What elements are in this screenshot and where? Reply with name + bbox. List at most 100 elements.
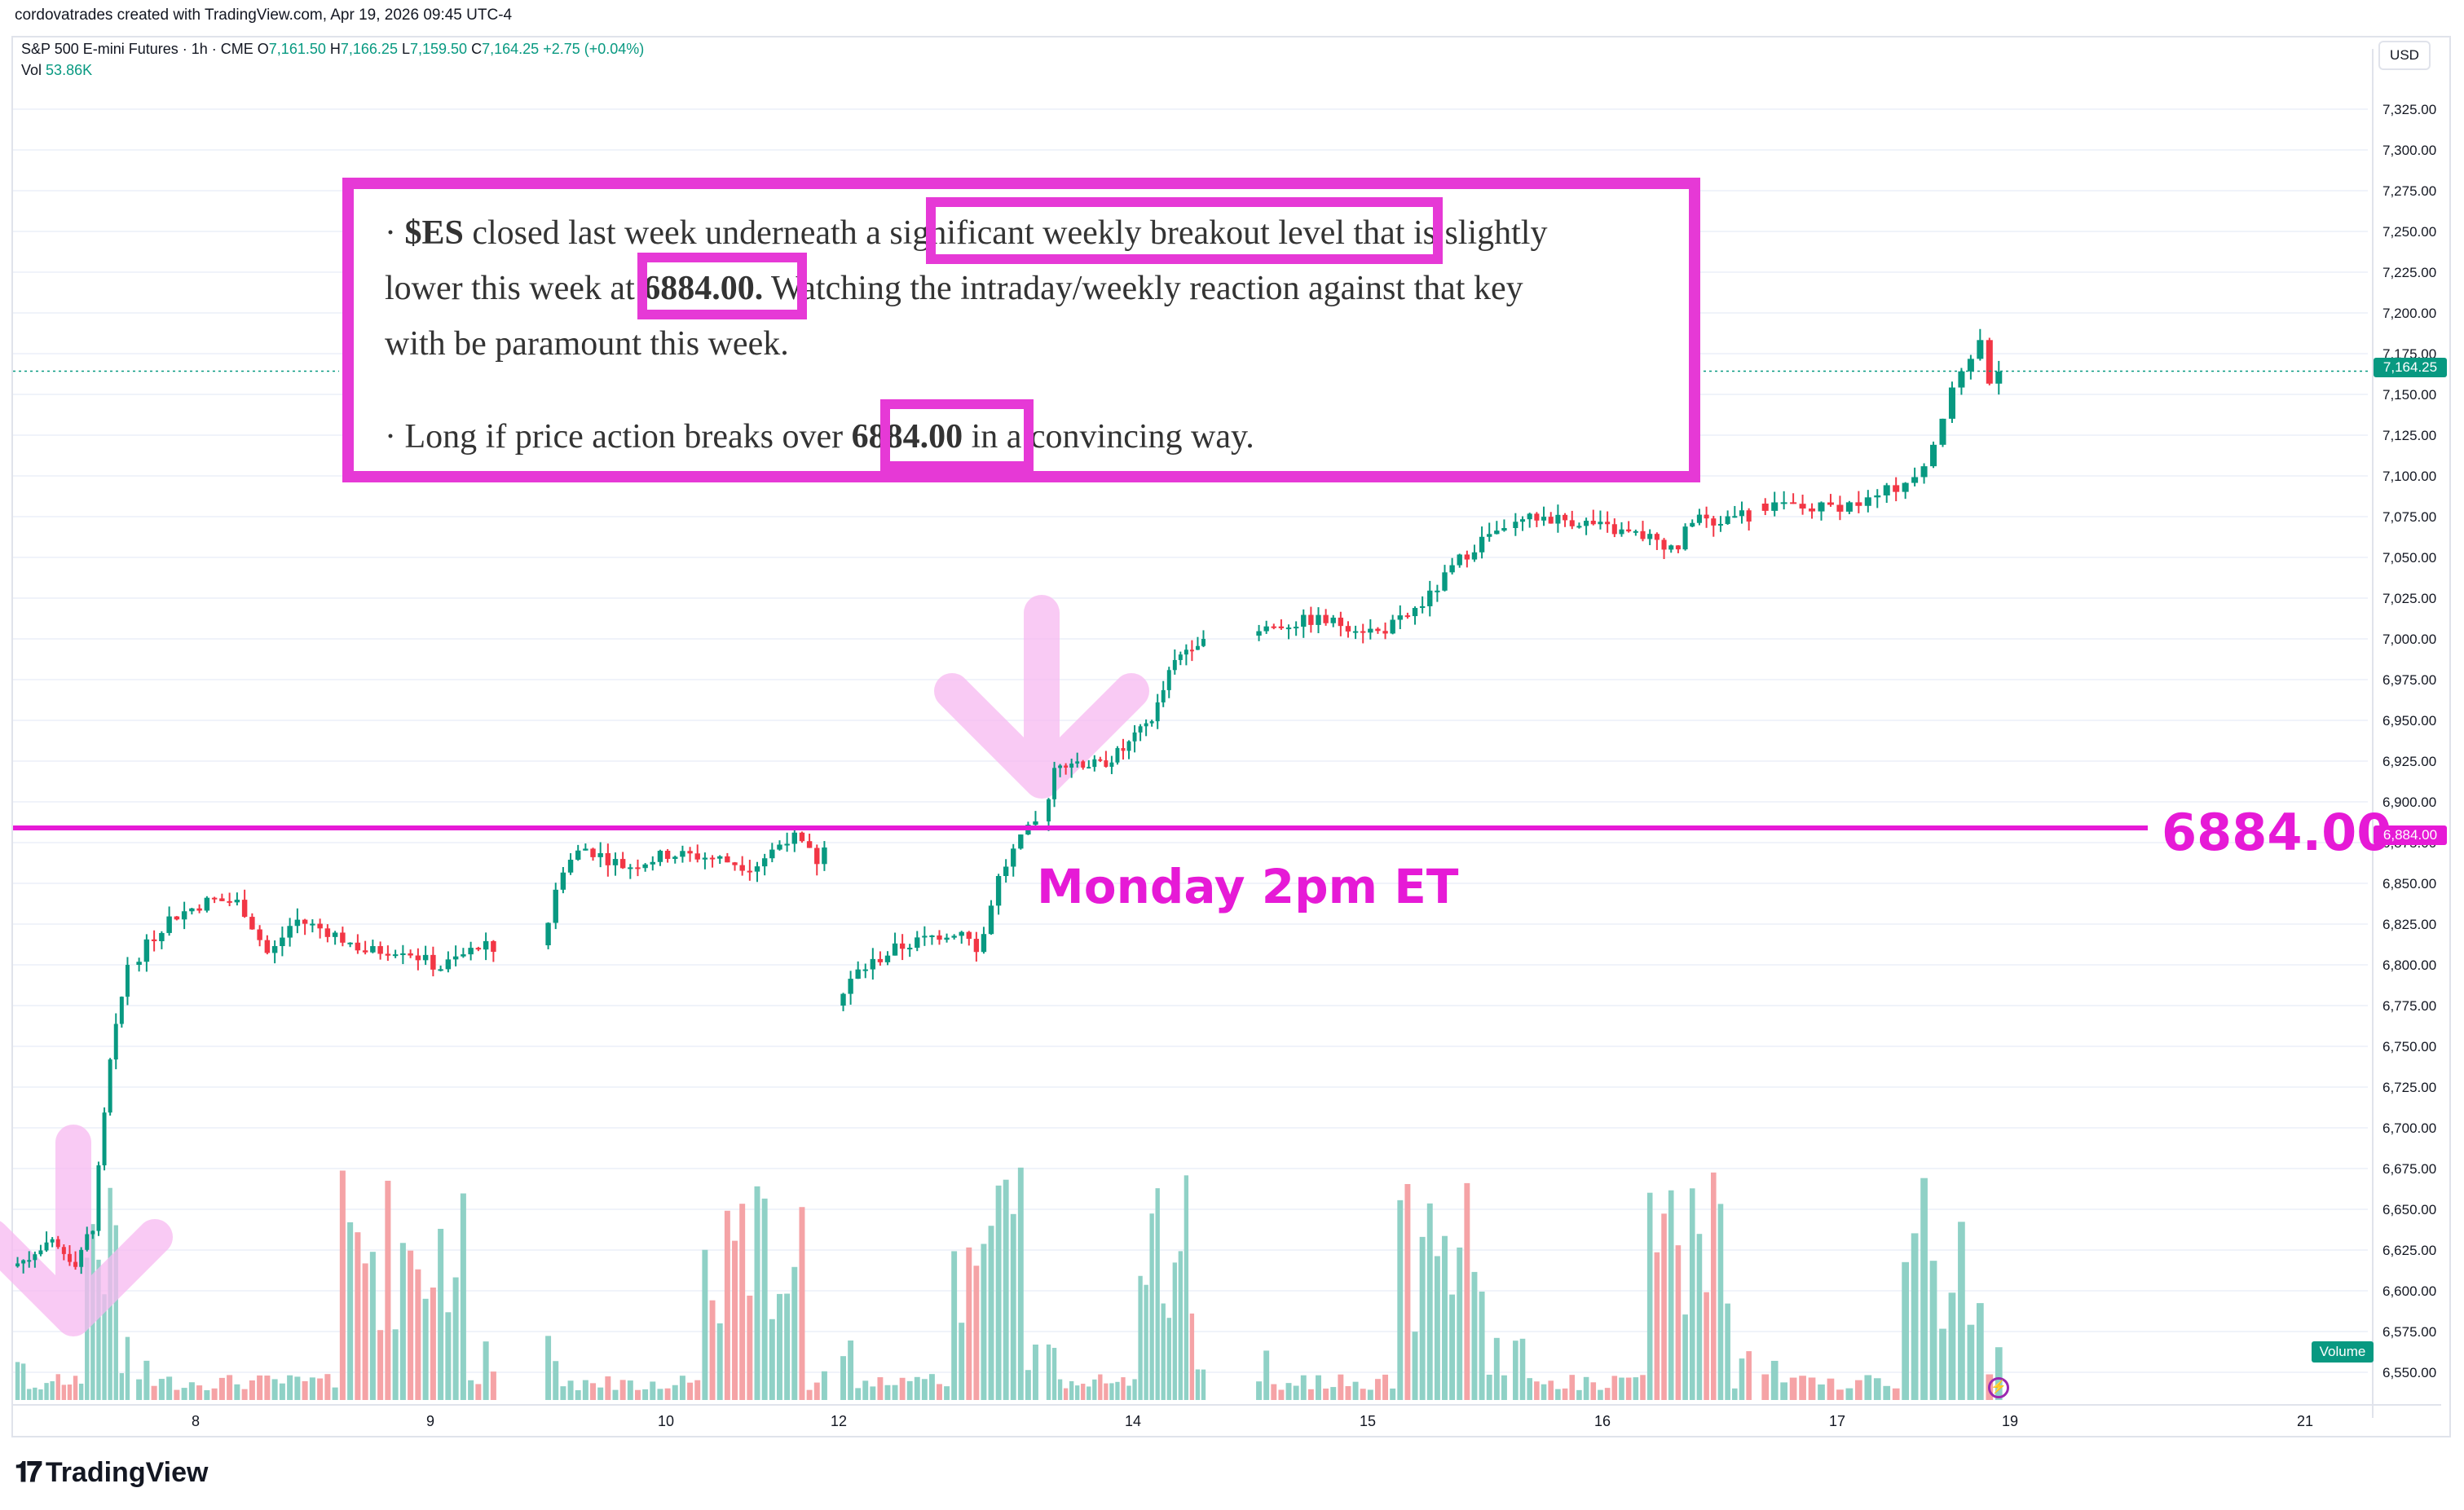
volume-bar (769, 1318, 775, 1400)
candle-body (1271, 626, 1276, 628)
volume-bar (27, 1389, 32, 1400)
volume-bar (1390, 1388, 1396, 1400)
volume-bar (1995, 1347, 2003, 1400)
volume-bar (959, 1323, 965, 1400)
candle-body (44, 1242, 49, 1251)
volume-bar (716, 1323, 723, 1400)
volume-tag: Volume (2312, 1341, 2374, 1363)
down-arrow-monday (934, 595, 1149, 799)
volume-bar (791, 1266, 798, 1400)
candle-body (33, 1254, 37, 1261)
y-tick-label: 7,025.00 (2382, 591, 2436, 606)
candle-body (1098, 759, 1103, 761)
candle-body (196, 908, 202, 911)
volume-bar (20, 1363, 26, 1400)
volume-bar (761, 1198, 768, 1400)
lightning-icon[interactable]: ⚡ (1988, 1377, 2009, 1398)
candle-body (937, 935, 942, 940)
candle-body (1278, 626, 1285, 628)
candle-body (1184, 649, 1188, 655)
volume-bar (702, 1249, 708, 1400)
volume-bar (1479, 1292, 1485, 1400)
volume-bar (582, 1380, 588, 1400)
volume-legend[interactable]: Vol 53.86K (21, 62, 92, 79)
y-tick-label: 6,975.00 (2382, 672, 2436, 688)
volume-bar (1471, 1271, 1478, 1400)
volume-bar (355, 1232, 361, 1400)
candle-body (27, 1260, 32, 1262)
volume-bar (981, 1244, 987, 1400)
volume-bar (1201, 1369, 1206, 1400)
volume-bar (166, 1376, 173, 1400)
volume-bar (597, 1387, 604, 1400)
candle-body (1487, 534, 1492, 537)
candle-body (995, 876, 1002, 906)
symbol-legend[interactable]: S&P 500 E-mini Futures · 1h · CME O7,161… (21, 41, 644, 58)
currency-button[interactable]: USD (2378, 41, 2431, 70)
y-tick-label: 7,100.00 (2382, 469, 2436, 484)
volume-bar (249, 1380, 255, 1400)
volume-bar (694, 1380, 701, 1400)
volume-bar (1583, 1376, 1589, 1400)
volume-bar (1017, 1167, 1024, 1400)
volume-bar (1132, 1379, 1137, 1400)
volume-bar (475, 1384, 482, 1400)
candle-body (1464, 554, 1470, 560)
candle-body (1711, 518, 1717, 526)
candle-body (717, 856, 723, 859)
candle-body (1375, 628, 1381, 632)
volume-bar (973, 1266, 980, 1400)
candle-body (635, 867, 641, 869)
volume-bar (44, 1383, 49, 1400)
symbol-name[interactable]: S&P 500 E-mini Futures · 1h · CME (21, 41, 253, 57)
candle-body (545, 922, 551, 945)
candle-body (475, 948, 482, 950)
volume-bar (279, 1383, 285, 1400)
candle-body (973, 939, 980, 953)
volume-bar (664, 1388, 671, 1400)
volume-bar (38, 1389, 43, 1400)
volume-bar (553, 1361, 559, 1400)
candle-body (1138, 726, 1143, 733)
volume-bar (884, 1385, 891, 1400)
volume-bar (1696, 1234, 1703, 1400)
candle-body (777, 844, 782, 850)
candle-body (806, 841, 813, 848)
volume-bar (1799, 1376, 1806, 1400)
candle-body (294, 919, 301, 927)
level-lines (13, 370, 2368, 830)
candle-body (408, 953, 413, 956)
candle-body (1818, 502, 1825, 512)
volume-bar (813, 1382, 820, 1400)
candle-body (1121, 748, 1126, 751)
candle-body (1419, 605, 1426, 609)
volume-bar (634, 1389, 641, 1400)
candle-body (1345, 626, 1351, 632)
volume-bar (271, 1379, 278, 1400)
volume-bar (1063, 1388, 1069, 1400)
volume-bar (1725, 1303, 1730, 1400)
volume-bar (332, 1387, 338, 1400)
volume-bar (928, 1374, 935, 1400)
volume-bar (914, 1376, 920, 1400)
volume-bar (1263, 1350, 1270, 1400)
candle-body (1576, 526, 1582, 528)
y-tick-label: 7,300.00 (2382, 143, 2436, 158)
candle-body (1301, 614, 1307, 627)
volume-bar (1195, 1369, 1201, 1400)
volume-bar (1316, 1375, 1321, 1400)
candle-body (870, 958, 876, 970)
volume-bar (1668, 1190, 1674, 1400)
candlesticks (15, 328, 2003, 1274)
volume-bar (619, 1380, 626, 1400)
volume-bar (1732, 1388, 1738, 1400)
volume-bar (877, 1377, 884, 1400)
volume-bar (438, 1228, 444, 1400)
tradingview-logo[interactable]: 𝟏𝟕 TradingView (15, 1457, 208, 1489)
high-value: 7,166.25 (340, 41, 398, 57)
candle-body (90, 1230, 95, 1235)
candle-body (55, 1239, 60, 1248)
volume-bar (33, 1387, 37, 1400)
note-line-2: lower this week at 6884.00. Watching the… (385, 269, 1523, 308)
